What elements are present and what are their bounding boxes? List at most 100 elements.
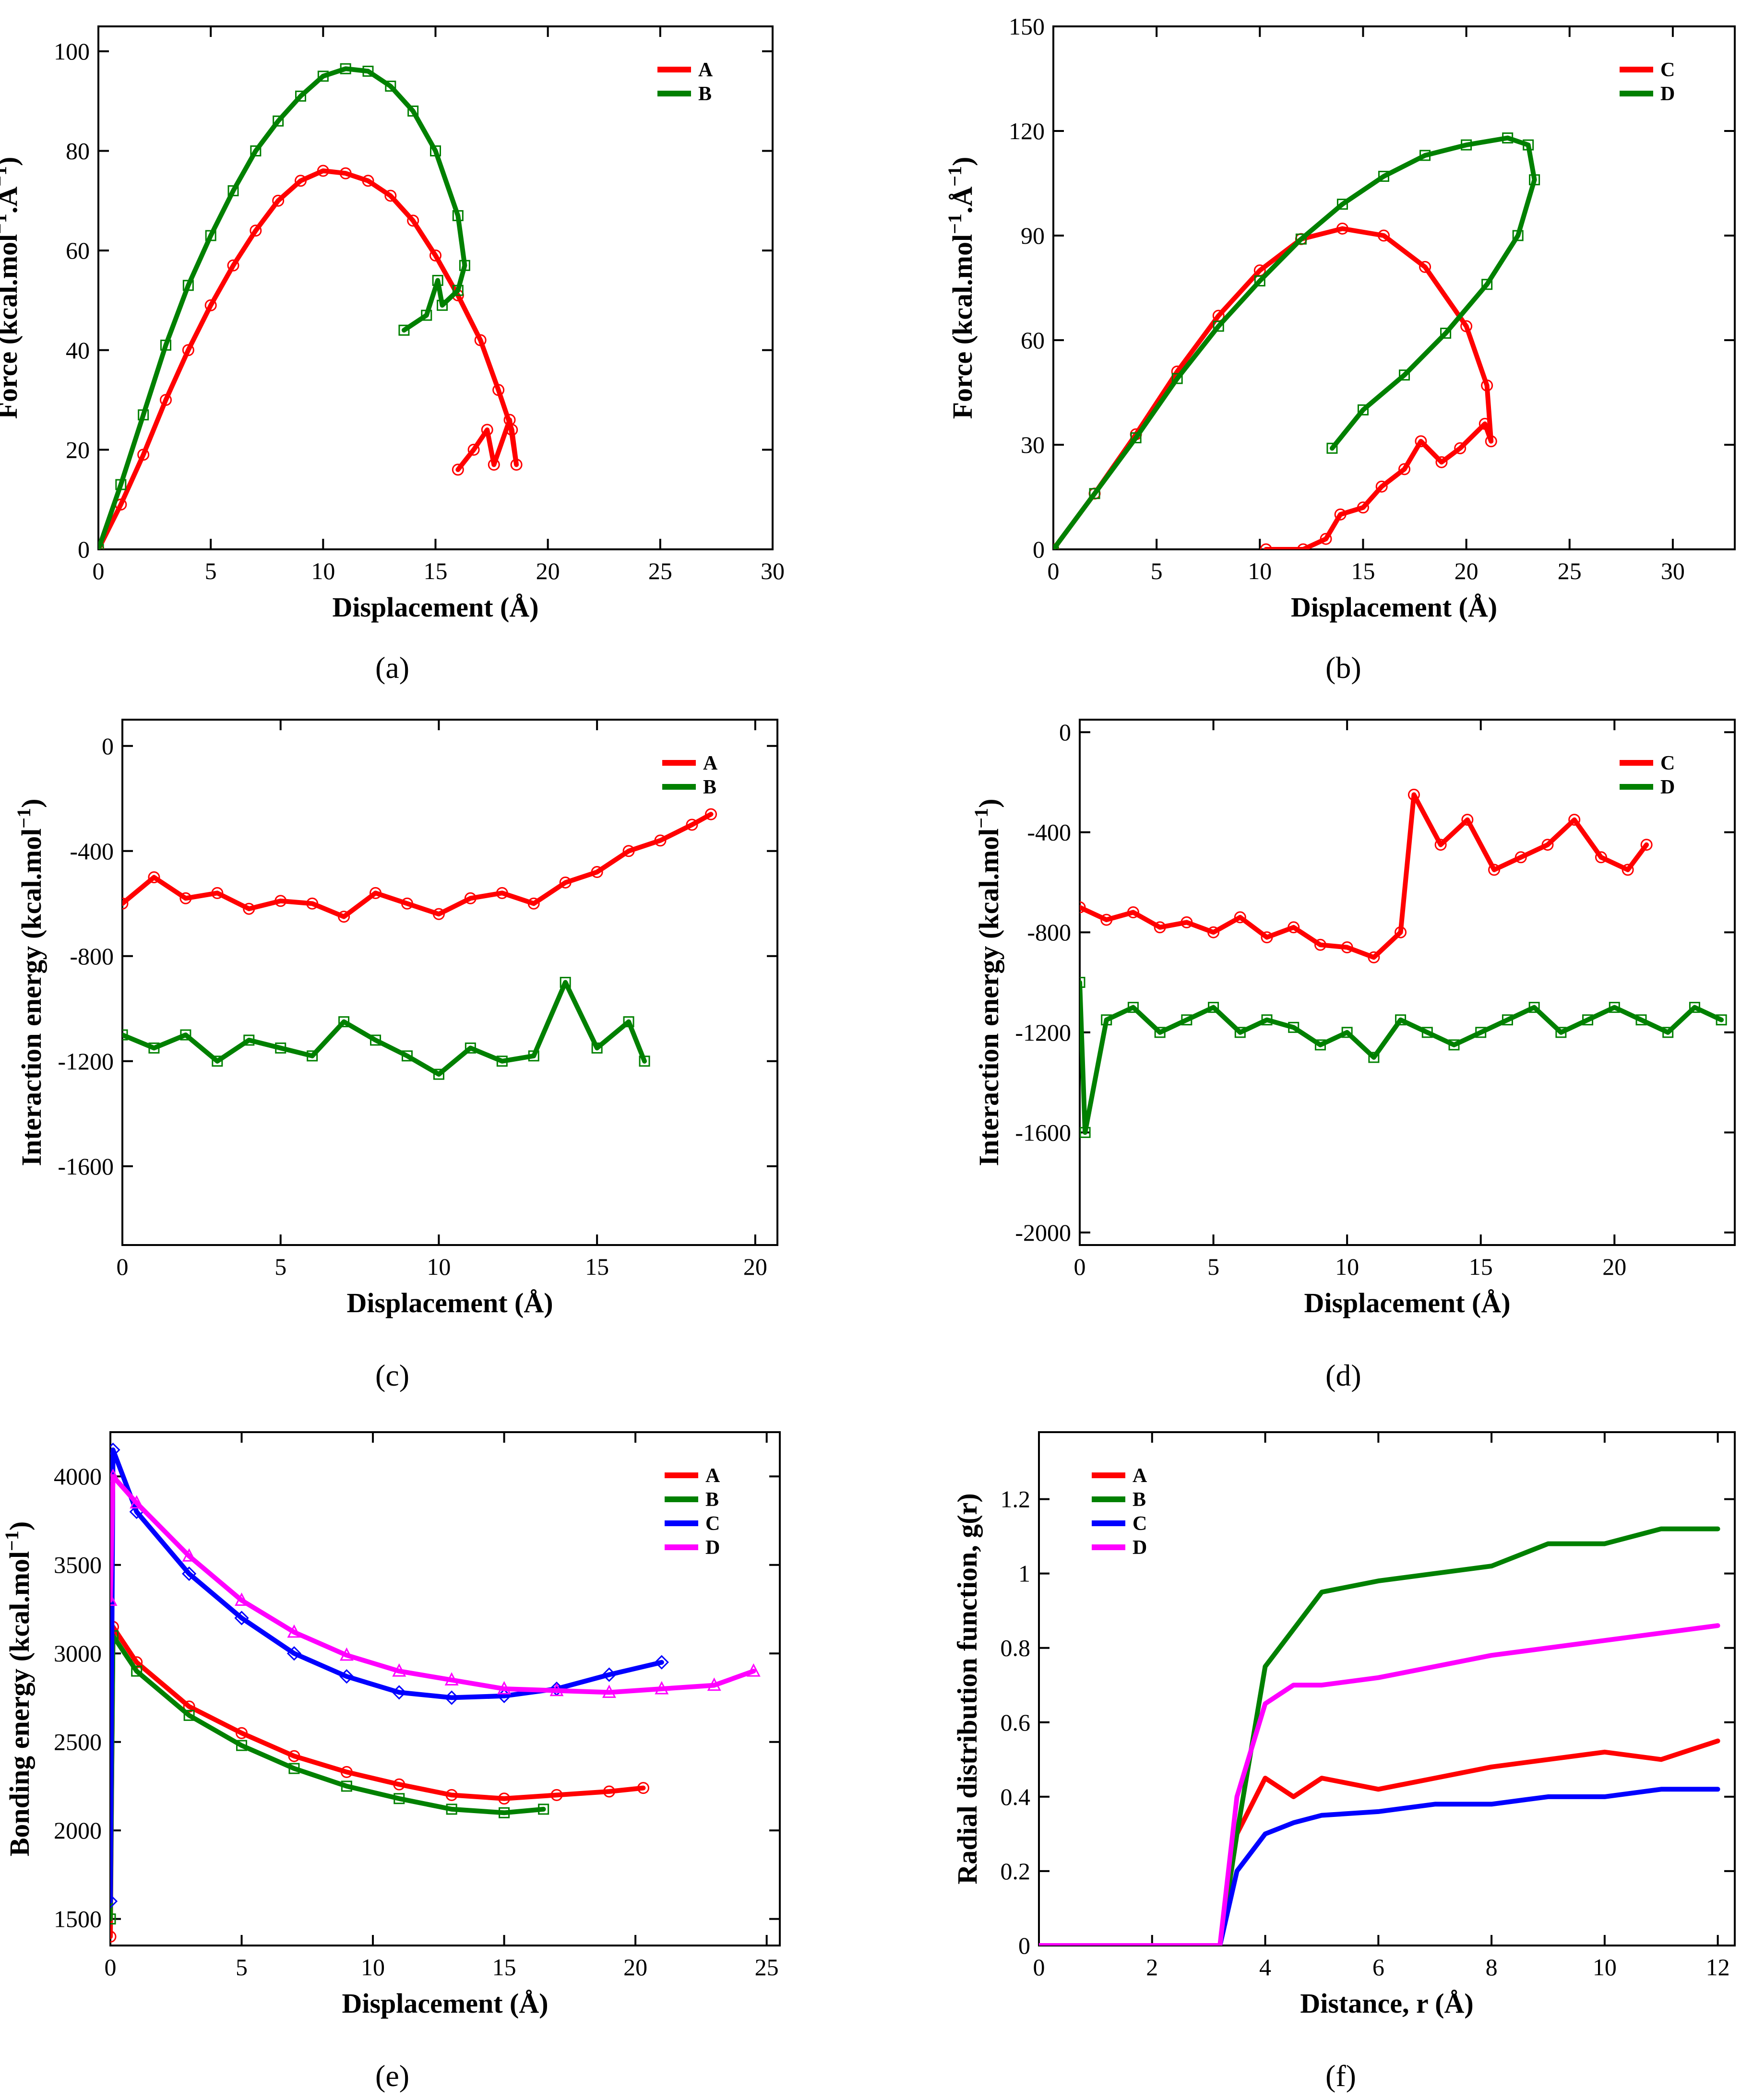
- x-tick-label: 10: [1593, 1954, 1617, 1981]
- data-point: [1377, 229, 1390, 242]
- y-tick-label: -1200: [1015, 1019, 1071, 1046]
- plot-frame: [1079, 719, 1736, 1246]
- y-tick-label: 20: [66, 436, 90, 463]
- data-point: [1541, 839, 1554, 851]
- x-tick-label: 20: [536, 558, 560, 584]
- data-point: [1485, 435, 1497, 448]
- data-point: [655, 1681, 669, 1695]
- data-point: [306, 897, 319, 910]
- series-line-B: [1039, 1526, 1720, 1946]
- data-point: [1336, 199, 1348, 210]
- data-point: [746, 1663, 761, 1677]
- data-point: [204, 299, 217, 311]
- y-tick-label: 1: [1018, 1560, 1030, 1587]
- data-point: [1689, 1002, 1700, 1013]
- data-point: [654, 1655, 669, 1670]
- data-point: [115, 479, 127, 490]
- x-tick-label: 20: [1455, 558, 1479, 584]
- data-point: [437, 299, 448, 311]
- y-axis-label: Force (kcal.mol−1.Å−1): [944, 157, 978, 419]
- data-point: [445, 1789, 458, 1801]
- data-point: [182, 280, 194, 291]
- data-point: [686, 819, 698, 831]
- y-tick-label: 3000: [54, 1640, 102, 1667]
- data-point: [705, 808, 717, 820]
- x-tick-label: 6: [1372, 1954, 1384, 1981]
- data-point: [498, 1792, 511, 1805]
- data-point: [510, 459, 523, 471]
- data-point: [339, 1669, 354, 1684]
- data-point: [496, 1056, 508, 1067]
- caption-c: (c): [375, 1358, 410, 1392]
- x-tick-label: 20: [743, 1253, 767, 1280]
- series-line-D: [1080, 980, 1724, 1135]
- data-point: [433, 1068, 444, 1080]
- data-point: [288, 1763, 300, 1774]
- data-point: [1568, 814, 1581, 826]
- data-point: [474, 334, 487, 346]
- data-point: [407, 214, 419, 227]
- data-point: [295, 175, 307, 187]
- legend-label-B: B: [1133, 1489, 1146, 1511]
- series-line-A: [110, 1624, 646, 1939]
- data-point: [1100, 914, 1113, 926]
- x-tick-label: 0: [1033, 1954, 1045, 1981]
- x-tick-label: 8: [1486, 1954, 1498, 1981]
- data-point: [1481, 379, 1493, 392]
- data-point: [110, 1894, 118, 1909]
- data-point: [362, 65, 374, 77]
- data-point: [550, 1789, 563, 1801]
- data-point: [1395, 1014, 1407, 1026]
- x-tick-label: 0: [117, 1253, 129, 1280]
- caption-f: (f): [1325, 2059, 1356, 2093]
- data-point: [183, 1709, 195, 1721]
- series-D: [1039, 1623, 1720, 1946]
- y-tick-label: -400: [1027, 819, 1071, 846]
- x-tick-label: 10: [361, 1954, 385, 1981]
- data-point: [1334, 508, 1347, 521]
- chart-f: 0 2 4 6 8 10 12 0 0.2 0.4 0.6 0.8 1 1.2 Distance, r (Å…: [952, 1431, 1736, 2019]
- data-point: [288, 1750, 300, 1762]
- series-line-C: [1080, 792, 1649, 960]
- data-point: [421, 309, 432, 321]
- x-axis-label: Displacement (Å): [332, 592, 538, 623]
- data-point: [1213, 320, 1224, 332]
- x-tick-label: 0: [93, 558, 105, 584]
- x-tick-label: 30: [761, 558, 785, 584]
- legend: CD: [1620, 752, 1675, 798]
- legend-label-B: B: [705, 1489, 719, 1511]
- x-tick-label: 20: [623, 1954, 647, 1981]
- plot-frame: [1038, 1431, 1736, 1946]
- y-tick-label: 120: [1009, 118, 1045, 144]
- data-point: [432, 908, 445, 920]
- data-point: [1357, 501, 1369, 514]
- x-tick-label: 0: [105, 1954, 117, 1981]
- series-B: [98, 63, 470, 549]
- data-point: [1502, 132, 1514, 144]
- x-tick-label: 0: [1048, 558, 1060, 584]
- y-axis-label: Bonding energy (kcal.mol−1): [1, 1521, 36, 1857]
- x-tick-label: 10: [1335, 1253, 1359, 1280]
- legend: AB: [657, 59, 713, 105]
- data-point: [243, 1034, 255, 1046]
- data-point: [1080, 1127, 1091, 1138]
- y-axis-label: Interaction energy (kcal.mol−1): [970, 798, 1005, 1166]
- data-point: [444, 1672, 459, 1686]
- data-point: [122, 1029, 128, 1041]
- data-point: [160, 339, 171, 351]
- data-point: [1529, 174, 1540, 186]
- data-point: [1475, 1027, 1487, 1038]
- caption-a: (a): [375, 651, 410, 685]
- data-point: [138, 409, 149, 421]
- data-point: [212, 1056, 223, 1067]
- data-point: [452, 285, 464, 296]
- series-C: [1080, 788, 1653, 963]
- data-point: [1127, 906, 1139, 918]
- series-line-A: [122, 812, 714, 919]
- y-tick-label: 150: [1009, 13, 1045, 40]
- y-tick-label: 90: [1021, 222, 1045, 249]
- data-point: [591, 1042, 603, 1054]
- legend: CD: [1620, 59, 1675, 105]
